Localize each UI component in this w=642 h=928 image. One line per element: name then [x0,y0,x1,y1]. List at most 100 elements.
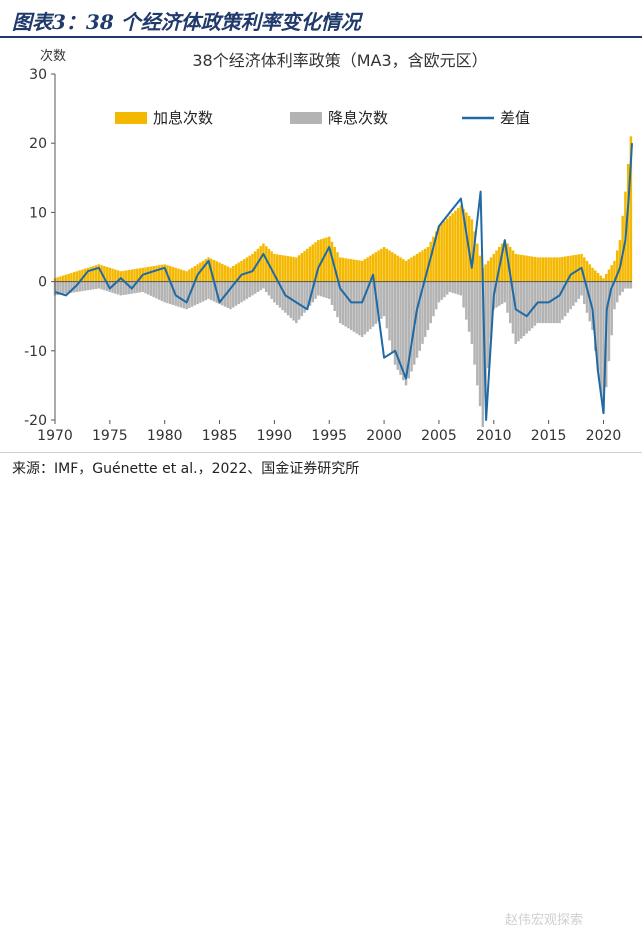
cut-bar [127,281,131,295]
hike-bar [385,248,389,282]
cut-bar [561,281,564,320]
cut-bar [83,281,87,291]
hike-bar [119,271,123,282]
cut-bar [149,281,153,296]
cut-bar [498,281,501,306]
hike-bar [432,236,435,282]
hike-bar [114,269,117,282]
hike-bar [618,240,622,282]
cut-bar [303,281,306,313]
cut-bar [594,281,597,351]
cut-bar [572,281,575,306]
header-rule [0,36,642,38]
hike-bar [174,267,177,282]
x-tick-label: 2020 [586,428,622,444]
hike-bar [322,238,325,282]
hike-bar [487,260,490,282]
cut-bar [358,281,361,336]
hike-bar [275,254,279,282]
cut-bar [253,281,257,294]
hike-bar [308,246,312,282]
cut-bar [234,281,238,306]
hike-bar [588,264,592,282]
hike-bar [555,257,559,282]
cut-bar [152,281,155,298]
hike-bar [229,267,232,282]
hike-bar [157,265,161,282]
hike-bar [179,269,183,282]
cut-bar [179,281,183,308]
legend-item-cut: 降息次数 [290,109,388,127]
cut-bar [160,281,164,302]
hike-bar [547,257,550,282]
hike-bar [473,231,476,282]
cut-bar [336,281,339,318]
hike-bar [270,251,273,282]
cut-bar [385,281,389,329]
hike-bar [289,256,293,282]
y-tick-label: 0 [38,275,47,291]
cut-bar [552,281,556,324]
cut-bar [569,281,572,310]
cut-bar [577,281,581,299]
hike-bar [218,262,221,282]
hike-bar [314,242,317,282]
hike-bar [454,210,457,282]
hike-bar [297,255,301,282]
cut-bar [550,281,553,324]
cut-bar [421,281,424,344]
hike-bar [456,208,460,282]
watermark: 赵伟宏观探索 [505,913,584,928]
hike-bar [429,241,432,282]
hike-bar [613,260,616,282]
cut-bar [267,281,271,296]
hike-bar [607,269,611,282]
cut-bar [432,281,435,317]
hike-bar [352,259,356,282]
cut-bar [451,281,454,293]
hike-bar [190,267,194,282]
cut-bar [242,281,246,301]
hike-bar [163,264,166,282]
hike-bar [273,253,276,282]
hike-bar [256,248,260,282]
cut-bar [360,281,364,337]
hike-bar [201,260,205,282]
cut-bar [473,281,476,365]
chart-title: 38个经济体利率政策（MA3，含欧元区） [192,51,487,70]
cut-bar [618,281,622,296]
hike-bar [574,254,578,282]
cut-bar [308,281,312,306]
hike-bar [103,266,106,282]
cut-bar [78,281,81,292]
hike-bar [382,247,386,282]
cut-bar [484,281,487,398]
y-tick-label: -20 [24,413,47,429]
net-line [54,143,633,421]
cut-bar [166,281,169,304]
cut-bar [574,281,578,303]
hike-bar [615,250,619,282]
cut-bar [566,281,570,313]
hike-bar [583,257,586,282]
cut-bar [114,281,117,294]
cut-bar [429,281,432,324]
hike-bar [75,271,79,282]
cut-bar [610,281,613,336]
hike-bar [160,264,164,282]
hike-bar [138,268,142,282]
cut-bar [138,281,142,293]
cut-bar [563,281,567,317]
hike-bar [300,253,304,282]
cut-bar [210,281,213,301]
cut-bar [626,281,630,289]
cut-bar [286,281,290,316]
hike-bar [341,257,345,282]
figure-title: 图表3：38 个经济体政策利率变化情况 [12,10,361,34]
hike-bar [629,136,633,282]
hike-bar [226,266,230,282]
cut-bar [615,281,619,303]
cut-bar [522,281,526,337]
hike-bar [489,257,493,282]
cut-bar [525,281,528,334]
